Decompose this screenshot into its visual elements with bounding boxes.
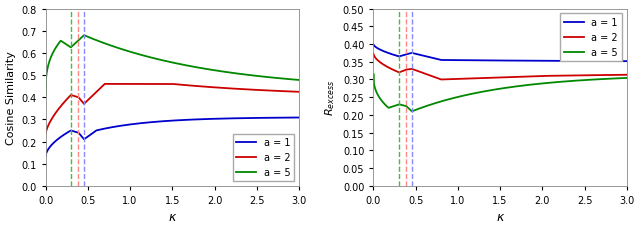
Line: a = 2: a = 2 <box>373 55 627 80</box>
X-axis label: κ: κ <box>168 210 176 224</box>
a = 2 <box>591 74 598 77</box>
a = 1 <box>86 134 93 137</box>
a = 5 <box>618 77 626 80</box>
a = 1 <box>477 60 485 63</box>
a = 5 <box>478 91 486 94</box>
a = 2 <box>139 83 147 86</box>
Line: a = 2: a = 2 <box>45 85 299 134</box>
a = 5 <box>295 79 303 82</box>
a = 1 <box>369 44 377 46</box>
a = 2 <box>70 95 78 98</box>
a = 2 <box>478 77 486 80</box>
a = 2 <box>467 78 474 80</box>
Y-axis label: Cosine Similarity: Cosine Similarity <box>6 51 15 144</box>
a = 1 <box>413 54 421 56</box>
a = 5 <box>150 57 157 60</box>
a = 2 <box>618 74 626 77</box>
a = 2 <box>369 53 377 56</box>
a = 5 <box>263 76 271 79</box>
a = 1 <box>399 55 406 58</box>
a = 1 <box>591 60 598 63</box>
a = 1 <box>290 117 298 119</box>
Line: a = 5: a = 5 <box>45 36 299 95</box>
a = 2 <box>399 71 406 73</box>
a = 2 <box>263 90 271 92</box>
a = 2 <box>86 98 93 101</box>
a = 1 <box>150 121 157 124</box>
a = 1 <box>42 155 49 158</box>
Y-axis label: $R_{\mathit{excess}}$: $R_{\mathit{excess}}$ <box>323 80 337 116</box>
a = 2 <box>295 91 303 94</box>
X-axis label: κ: κ <box>497 210 504 224</box>
Line: a = 1: a = 1 <box>373 45 627 62</box>
a = 5 <box>80 35 88 37</box>
a = 5 <box>70 43 78 46</box>
a = 5 <box>139 55 147 57</box>
a = 5 <box>399 104 406 107</box>
a = 5 <box>369 74 377 76</box>
a = 5 <box>291 79 298 82</box>
a = 5 <box>623 77 630 80</box>
a = 2 <box>291 91 298 94</box>
a = 2 <box>150 83 157 86</box>
Legend: a = 1, a = 2, a = 5: a = 1, a = 2, a = 5 <box>561 14 622 62</box>
a = 1 <box>70 131 78 133</box>
a = 5 <box>42 94 49 97</box>
Line: a = 1: a = 1 <box>45 118 299 156</box>
a = 2 <box>623 74 630 77</box>
a = 1 <box>295 117 303 119</box>
a = 2 <box>413 70 421 73</box>
a = 1 <box>263 117 271 120</box>
a = 5 <box>86 37 93 40</box>
a = 1 <box>467 60 474 62</box>
a = 5 <box>413 108 421 111</box>
a = 5 <box>467 93 474 96</box>
a = 5 <box>408 111 415 113</box>
a = 1 <box>623 60 630 63</box>
a = 2 <box>101 83 109 86</box>
a = 1 <box>618 60 626 63</box>
Line: a = 5: a = 5 <box>373 75 627 112</box>
a = 5 <box>591 79 598 82</box>
a = 1 <box>139 122 147 125</box>
a = 2 <box>42 133 49 136</box>
Legend: a = 1, a = 2, a = 5: a = 1, a = 2, a = 5 <box>232 134 294 181</box>
a = 2 <box>437 79 445 82</box>
